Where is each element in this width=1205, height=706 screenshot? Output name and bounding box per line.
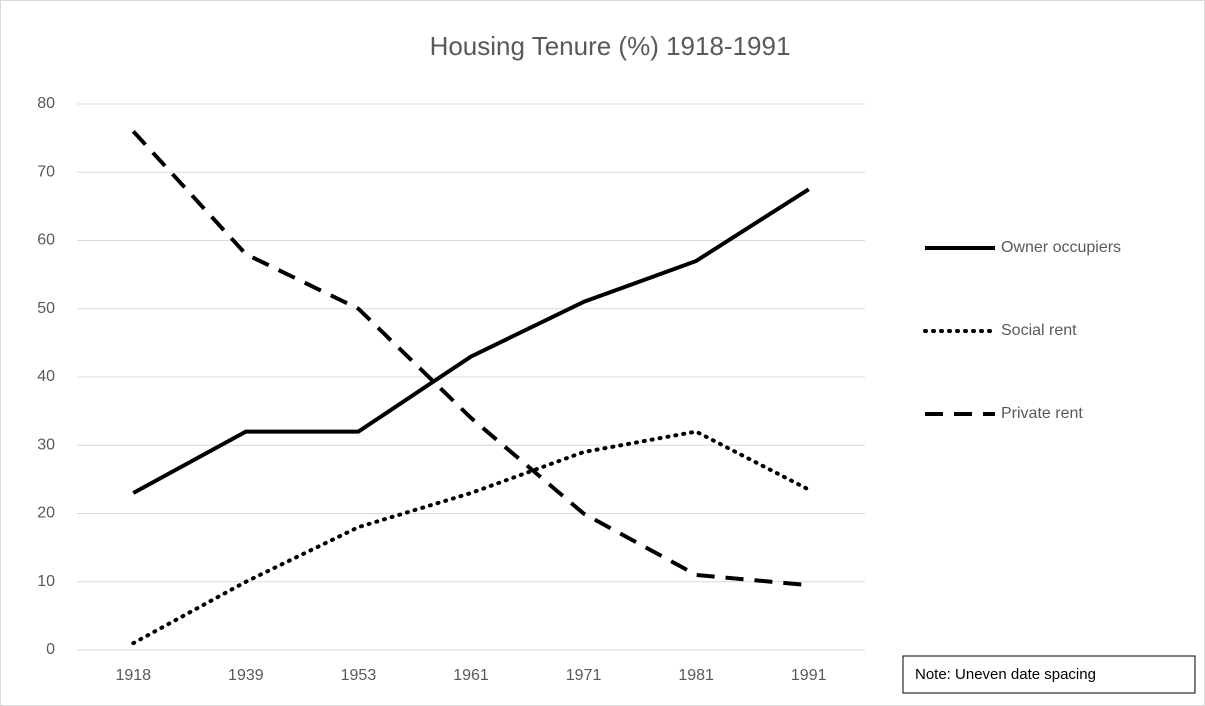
x-tick-label: 1918 — [115, 667, 151, 684]
y-tick-label: 70 — [37, 163, 55, 180]
x-tick-label: 1961 — [453, 667, 489, 684]
y-tick-label: 0 — [46, 641, 55, 658]
legend-label: Owner occupiers — [1001, 239, 1121, 256]
y-tick-label: 40 — [37, 368, 55, 385]
annotation: Note: Uneven date spacing — [915, 666, 1096, 683]
y-tick-label: 50 — [37, 300, 55, 317]
x-tick-label: 1971 — [566, 667, 602, 684]
series-line — [132, 187, 810, 495]
x-tick-label: 1953 — [341, 667, 377, 684]
x-tick-label: 1981 — [678, 667, 714, 684]
series-line — [131, 429, 811, 646]
y-tick-label: 60 — [37, 232, 55, 249]
y-tick-label: 20 — [37, 505, 55, 522]
y-tick-label: 10 — [37, 573, 55, 590]
chart-title: Housing Tenure (%) 1918-1991 — [430, 31, 791, 61]
series-line — [131, 129, 809, 588]
legend-label: Private rent — [1001, 405, 1083, 422]
y-tick-label: 80 — [37, 95, 55, 112]
y-tick-label: 30 — [37, 436, 55, 453]
note-box — [902, 655, 1196, 694]
x-tick-label: 1991 — [791, 667, 827, 684]
legend-label: Social rent — [1001, 322, 1077, 339]
x-tick-label: 1939 — [228, 667, 264, 684]
